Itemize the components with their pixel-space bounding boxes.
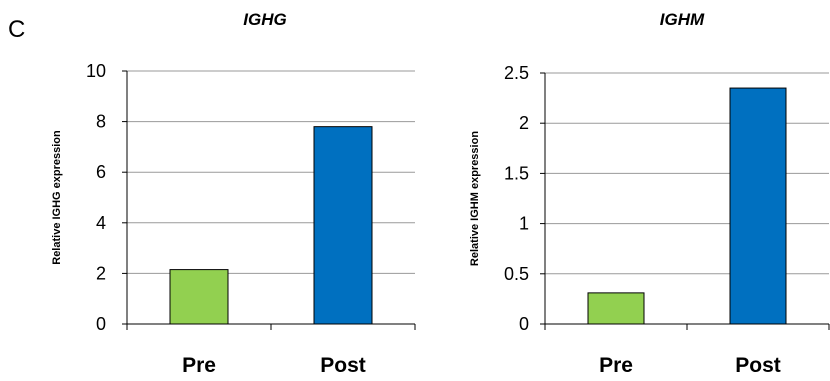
chart-0-ytick-label: 2 <box>96 263 106 283</box>
chart-1-ylabel: Relative IGHM expression <box>469 131 481 266</box>
chart-0-ytick-label: 0 <box>96 314 106 334</box>
chart-1-ytick-label: 2.5 <box>504 63 529 83</box>
chart-1-category-label: Pre <box>599 354 633 377</box>
chart-0-ytick-label: 10 <box>86 61 106 81</box>
chart-0-ytick-label: 4 <box>96 213 106 233</box>
chart-1-ytick-label: 2 <box>519 113 529 133</box>
chart-1-ytick-label: 0 <box>519 314 529 334</box>
chart-0-bar-pre <box>169 269 229 325</box>
chart-1-ytick-label: 0.5 <box>504 264 529 284</box>
chart-0-bar-post <box>313 126 373 325</box>
chart-1-category-label: Post <box>735 354 781 377</box>
chart-0-ytick-label: 6 <box>96 162 106 182</box>
chart-0-title: IGHG <box>243 10 286 29</box>
chart-0-ytick-label: 8 <box>96 112 106 132</box>
chart-1-bar-post <box>729 87 787 325</box>
chart-1-bar-pre <box>587 292 645 325</box>
chart-0-ylabel: Relative IGHG expression <box>51 130 63 265</box>
chart-ighg: IGHG 0 2 4 6 8 10 Pre Post Relative IGHG expressi… <box>51 10 416 377</box>
chart-ighm: IGHM 0 0.5 1 1.5 2 2.5 Pre Post Relative IGHM exp… <box>469 10 830 377</box>
chart-1-ytick-label: 1.5 <box>504 163 529 183</box>
panel-label: C <box>8 16 25 43</box>
chart-1-ytick-label: 1 <box>519 214 529 234</box>
chart-0-category-label: Pre <box>182 354 216 377</box>
chart-0-category-label: Post <box>320 354 366 377</box>
chart-1-title: IGHM <box>660 10 705 29</box>
